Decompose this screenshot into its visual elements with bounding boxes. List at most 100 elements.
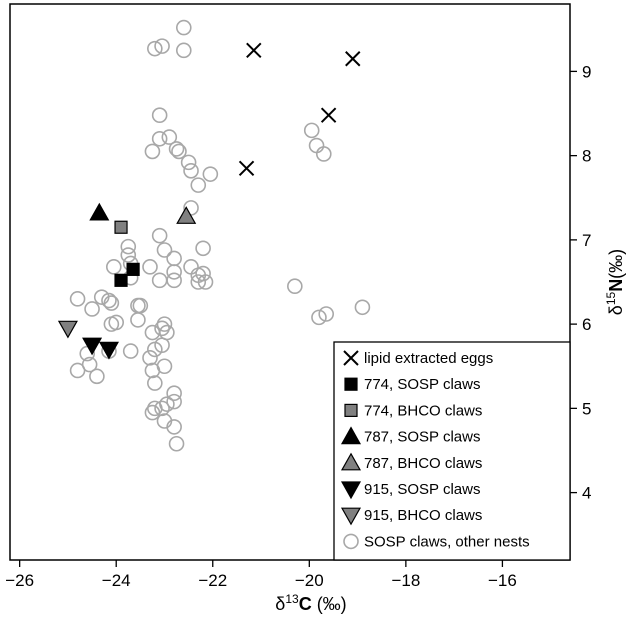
point-sosp-claws-other-nests (154, 38, 170, 54)
point-sosp-claws-other-nests (166, 385, 182, 402)
x-tick-label: −18 (391, 571, 420, 590)
point-sosp-claws-other-nests (190, 177, 207, 193)
point-sosp-claws-other-nests (69, 291, 86, 307)
point-sosp-claws-other-nests (180, 154, 197, 171)
point-sosp-claws-other-nests (89, 368, 105, 385)
point-774-bhco-claws (114, 220, 128, 234)
legend-marker-774-bhco-claws (344, 403, 358, 417)
point-sosp-claws-other-nests (202, 166, 219, 182)
point-sosp-claws-other-nests (101, 292, 117, 309)
point-sosp-claws-other-nests (120, 238, 137, 255)
legend-box (333, 341, 571, 561)
point-sosp-claws-other-nests (197, 274, 214, 290)
point-sosp-claws-other-nests (151, 227, 168, 244)
point-sosp-claws-other-nests (151, 107, 168, 123)
point-lipid-extracted-eggs (238, 160, 255, 176)
legend-label-774-sosp-claws: 774, SOSP claws (364, 376, 480, 393)
legend-marker-774-sosp-claws (344, 377, 358, 391)
point-sosp-claws-other-nests (154, 400, 170, 417)
point-sosp-claws-other-nests (147, 375, 163, 391)
point-sosp-claws-other-nests (154, 320, 170, 337)
point-sosp-claws-other-nests (175, 19, 192, 36)
y-tick-label: 7 (582, 231, 591, 250)
point-lipid-extracted-eggs (246, 42, 262, 59)
x-tick-label: −24 (102, 571, 131, 590)
point-lipid-extracted-eggs (345, 51, 361, 67)
point-sosp-claws-other-nests (168, 435, 185, 452)
point-sosp-claws-other-nests (166, 419, 182, 435)
point-sosp-claws-other-nests (175, 42, 192, 59)
legend: lipid extracted eggs 774, SOSP claws 774, … (333, 341, 571, 561)
point-sosp-claws-other-nests (105, 259, 122, 275)
point-787-bhco-claws (176, 206, 197, 224)
point-915-sosp-claws (82, 337, 103, 356)
x-axis-label: δ13C (‰) (275, 592, 346, 614)
y-tick-label: 6 (582, 315, 591, 334)
legend-label-774-bhco-claws: 774, BHCO claws (364, 402, 482, 419)
legend-marker-sosp-claws-other-nests (343, 533, 359, 550)
y-tick-label: 4 (582, 484, 591, 503)
point-sosp-claws-other-nests (166, 393, 182, 410)
legend-marker-787-sosp-claws (340, 426, 362, 445)
point-sosp-claws-other-nests (303, 122, 320, 139)
x-tick-label: −26 (5, 571, 34, 590)
point-sosp-claws-other-nests (142, 259, 158, 275)
point-915-sosp-claws (98, 341, 119, 360)
point-lipid-extracted-eggs (320, 107, 337, 123)
point-774-sosp-claws (114, 273, 128, 287)
point-sosp-claws-other-nests (183, 163, 199, 179)
data-points (57, 19, 371, 452)
legend-marker-915-bhco-claws (340, 507, 362, 526)
point-sosp-claws-other-nests (190, 274, 207, 290)
point-sosp-claws-other-nests (103, 295, 120, 311)
point-sosp-claws-other-nests (318, 306, 335, 322)
point-787-sosp-claws (89, 202, 110, 221)
legend-label-787-bhco-claws: 787, BHCO claws (364, 455, 482, 472)
y-axis: 4 5 6 7 8 9 (570, 62, 591, 503)
y-tick-label: 5 (582, 399, 591, 418)
legend-label-915-bhco-claws: 915, BHCO claws (364, 507, 482, 524)
point-sosp-claws-other-nests (156, 358, 173, 375)
x-tick-label: −22 (198, 571, 227, 590)
point-sosp-claws-other-nests (156, 242, 173, 258)
y-tick-label: 8 (582, 147, 591, 166)
point-sosp-claws-other-nests (287, 278, 303, 295)
point-sosp-claws-other-nests (147, 40, 163, 57)
point-sosp-claws-other-nests (311, 309, 327, 326)
point-sosp-claws-other-nests (147, 341, 163, 358)
point-sosp-claws-other-nests (130, 312, 146, 328)
point-sosp-claws-other-nests (142, 350, 158, 366)
point-sosp-claws-other-nests (151, 272, 168, 289)
point-sosp-claws-other-nests (171, 143, 187, 160)
point-sosp-claws-other-nests (84, 301, 100, 317)
legend-marker-787-bhco-claws (340, 452, 362, 471)
legend-marker-915-sosp-claws (340, 481, 362, 500)
point-sosp-claws-other-nests (151, 130, 168, 147)
point-sosp-claws-other-nests (144, 404, 161, 421)
x-tick-label: −20 (295, 571, 324, 590)
point-sosp-claws-other-nests (144, 324, 161, 341)
point-774-sosp-claws (126, 262, 140, 276)
point-sosp-claws-other-nests (195, 265, 211, 282)
point-sosp-claws-other-nests (166, 264, 182, 280)
y-tick-label: 9 (582, 62, 591, 81)
legend-label-lipid-extracted-eggs: lipid extracted eggs (364, 350, 493, 367)
point-sosp-claws-other-nests (122, 343, 139, 359)
legend-marker-lipid-extracted-eggs (343, 350, 359, 366)
point-sosp-claws-other-nests (108, 314, 125, 331)
point-sosp-claws-other-nests (161, 129, 178, 145)
point-sosp-claws-other-nests (69, 362, 86, 379)
legend-label-915-sosp-claws: 915, SOSP claws (364, 481, 480, 498)
point-sosp-claws-other-nests (195, 240, 211, 257)
point-sosp-claws-other-nests (354, 299, 371, 316)
point-915-bhco-claws (57, 320, 78, 339)
point-sosp-claws-other-nests (144, 143, 161, 160)
point-sosp-claws-other-nests (315, 146, 332, 162)
point-sosp-claws-other-nests (120, 247, 137, 263)
legend-label-787-sosp-claws: 787, SOSP claws (364, 429, 480, 446)
x-axis: −26 −24 −22 −20 −18 −16 (5, 560, 517, 590)
y-axis-label: δ15N(‰) (604, 249, 626, 315)
x-tick-label: −16 (488, 571, 517, 590)
point-sosp-claws-other-nests (168, 141, 185, 157)
